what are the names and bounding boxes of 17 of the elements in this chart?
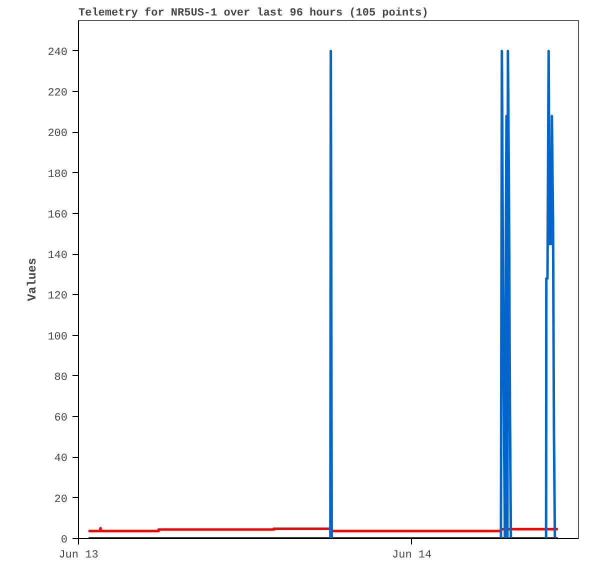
y-tick-label: 40 — [54, 453, 68, 466]
x-tick-label: Jun 13 — [58, 550, 98, 562]
y-tick-label: 180 — [48, 168, 68, 181]
chart-title: Telemetry for NR5US-1 over last 96 hours (105 points) — [78, 6, 428, 20]
y-tick-label: 240 — [48, 46, 68, 59]
y-axis-title: Values — [26, 258, 40, 302]
y-tick-label: 140 — [48, 250, 68, 262]
y-tick-label: 220 — [48, 88, 68, 100]
x-tick-label: Jun 14 — [392, 550, 432, 562]
y-tick-label: 80 — [54, 372, 68, 384]
y-tick-label: 200 — [48, 128, 68, 140]
y-tick-label: 100 — [48, 331, 68, 344]
y-tick-label: 120 — [48, 290, 68, 303]
y-tick-label: 160 — [48, 209, 68, 222]
y-tick-label: 0 — [60, 534, 68, 546]
y-tick-label: 60 — [54, 412, 68, 425]
y-tick-label: 20 — [54, 494, 68, 506]
